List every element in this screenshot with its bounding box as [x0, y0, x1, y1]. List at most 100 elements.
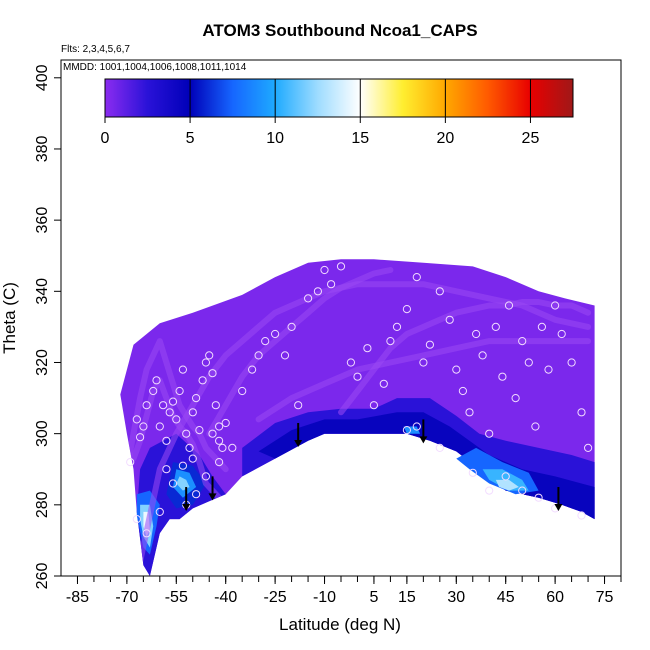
sample-point [188, 454, 197, 463]
colorbar-ticks: 0 5 10 15 20 25 [101, 79, 540, 147]
sample-point [261, 337, 270, 346]
flight-track-flight_A [123, 338, 229, 473]
x-tick-label: -40 [214, 589, 237, 606]
sample-point [445, 315, 454, 324]
sample-point [155, 422, 164, 431]
sample-point [168, 397, 178, 406]
sample-point [511, 394, 520, 403]
sample-point [327, 280, 336, 289]
sample-point [584, 443, 593, 452]
sample-point [458, 386, 467, 396]
down-arrow [208, 476, 217, 501]
sample-point [132, 415, 141, 424]
y-axis: 260 280 300 320 340 360 380 400 [34, 64, 61, 589]
sample-point [412, 273, 421, 282]
sample-point [162, 436, 171, 445]
sample-point [221, 418, 230, 428]
sample-point [363, 344, 372, 353]
sample-point [577, 511, 586, 520]
sample-point [346, 358, 355, 367]
sample-point [149, 386, 158, 396]
x-tick-label: 5 [369, 589, 378, 606]
sample-point [192, 394, 201, 403]
sample-point [248, 365, 257, 374]
colorbar-gradient [104, 78, 574, 118]
sample-point [577, 408, 586, 417]
arrow-markers [182, 419, 563, 512]
sample-point [402, 305, 411, 314]
sample-point [491, 322, 500, 331]
sample-point [211, 401, 220, 410]
sample-points [126, 262, 593, 538]
sample-point [320, 265, 329, 275]
sample-point [452, 365, 461, 374]
x-tick-label: 45 [497, 589, 515, 606]
sample-point [254, 351, 263, 360]
x-tick-label: -25 [264, 589, 287, 606]
x-axis: -85 -70 -55 -40 -25 -10 5 15 30 45 60 75 [66, 576, 622, 606]
y-tick-label: 320 [34, 349, 51, 376]
sample-point [215, 422, 224, 431]
sample-point [567, 358, 576, 367]
sample-point [498, 372, 507, 381]
sample-point [205, 351, 214, 360]
flights-note: Flts: 2,3,4,5,6,7 [61, 44, 130, 55]
sample-point [435, 443, 444, 452]
sample-point [287, 322, 296, 331]
sample-point [162, 465, 171, 474]
plot-area [120, 259, 595, 576]
sample-point [412, 422, 421, 431]
colorbar-tick-label: 0 [101, 130, 110, 147]
x-tick-label: -55 [165, 589, 188, 606]
down-arrow [294, 422, 303, 447]
colorbar-tick-label: 5 [186, 130, 195, 147]
concentration-field [120, 259, 595, 576]
sample-point [175, 386, 184, 396]
flight-track-flight_D [338, 299, 592, 416]
sample-point [369, 401, 378, 410]
y-tick-label: 380 [34, 136, 51, 163]
sample-point [557, 329, 566, 339]
x-tick-label: 15 [398, 589, 416, 606]
sample-point [386, 337, 395, 346]
sample-point [425, 340, 434, 349]
sample-point [501, 472, 510, 481]
sample-point [271, 329, 280, 339]
sample-point [435, 287, 444, 296]
y-tick-label: 360 [34, 207, 51, 234]
x-tick-label: -85 [66, 589, 89, 606]
sample-point [218, 443, 227, 452]
sample-point [485, 429, 494, 438]
sample-point [544, 365, 553, 374]
down-arrow [419, 419, 428, 444]
sample-point [215, 458, 224, 467]
y-tick-label: 400 [34, 64, 51, 91]
sample-point [192, 490, 201, 499]
sample-point [379, 379, 388, 388]
y-tick-label: 340 [34, 278, 51, 305]
sample-point [294, 401, 303, 410]
sample-point [208, 369, 217, 378]
sample-point [159, 401, 168, 410]
sample-point [465, 408, 474, 417]
colorbar: 0 5 10 15 20 25 [101, 78, 574, 147]
field-region-2 [258, 412, 595, 520]
down-arrow [554, 487, 563, 512]
sample-point [188, 408, 197, 417]
y-axis-label: Theta (C) [0, 282, 19, 354]
sample-point [468, 468, 477, 477]
x-tick-label: 30 [447, 589, 465, 606]
colorbar-tick-label: 25 [522, 130, 540, 147]
sample-point [228, 443, 237, 452]
sample-point [238, 386, 247, 396]
sample-point [132, 515, 141, 524]
sample-point [139, 422, 148, 431]
flight-track-flight_C [206, 267, 394, 437]
sample-point [392, 322, 402, 331]
colorbar-tick-label: 15 [351, 130, 369, 147]
sample-point [165, 408, 174, 417]
flight-track-flight_E [255, 338, 592, 423]
field-region-13 [403, 426, 421, 434]
colorbar-tick-label: 10 [266, 130, 284, 147]
